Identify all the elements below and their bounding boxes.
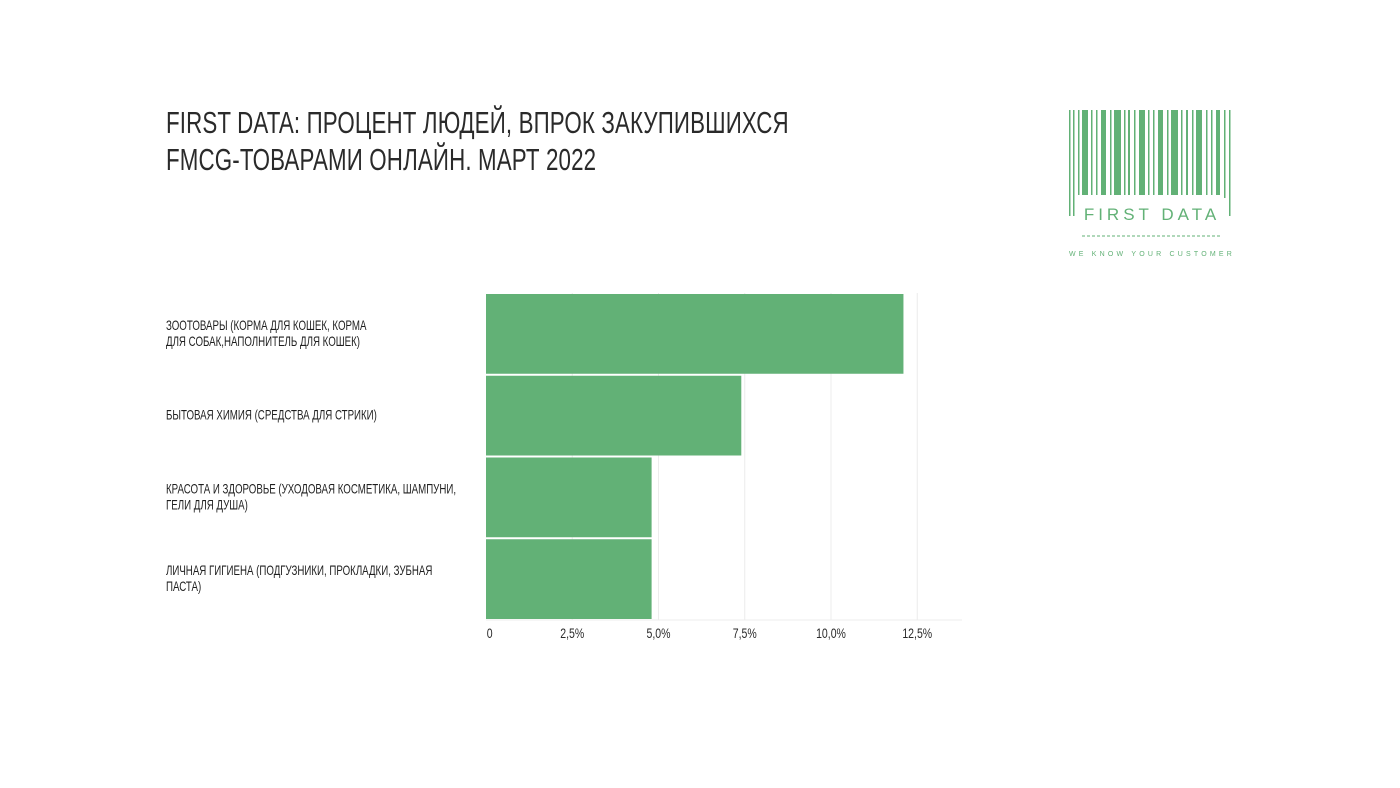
chart-title-line-2: FMCG-ТОВАРАМИ ОНЛАЙН. МАРТ 2022 <box>166 142 597 177</box>
category-label: БЫТОВАЯ ХИМИЯ (СРЕДСТВА ДЛЯ СТРИКИ) <box>166 408 377 423</box>
x-tick-label: 10,0% <box>816 626 846 642</box>
category-label: ЗООТОВАРЫ (КОРМА ДЛЯ КОШЕК, КОРМА <box>166 318 367 333</box>
category-label: ГЕЛИ ДЛЯ ДУША) <box>166 498 248 513</box>
bar <box>486 375 742 456</box>
bar <box>486 294 904 374</box>
logo-tagline: WE KNOW YOUR CUSTOMER <box>1069 251 1235 258</box>
x-tick-label: 0 <box>487 626 493 642</box>
category-label: КРАСОТА И ЗДОРОВЬЕ (УХОДОВАЯ КОСМЕТИКА, … <box>166 482 456 497</box>
category-label: ЛИЧНАЯ ГИГИЕНА (ПОДГУЗНИКИ, ПРОКЛАДКИ, З… <box>166 564 432 579</box>
x-tick-label: 12,5% <box>902 626 932 642</box>
chart-title: FIRST DATA: ПРОЦЕНТ ЛЮДЕЙ, ВПРОК ЗАКУПИВ… <box>166 104 789 178</box>
chart-title-line-1: FIRST DATA: ПРОЦЕНТ ЛЮДЕЙ, ВПРОК ЗАКУПИВ… <box>166 105 789 140</box>
x-tick-label: 2,5% <box>560 626 584 642</box>
bar <box>486 539 652 619</box>
barcode-icon <box>1069 110 1231 216</box>
logo-wordmark: FIRST DATA <box>1084 205 1220 224</box>
category-label: ДЛЯ СОБАК,НАПОЛНИТЕЛЬ ДЛЯ КОШЕК) <box>166 334 360 349</box>
first-data-logo: FIRST DATA WE KNOW YOUR CUSTOMER <box>1069 110 1235 258</box>
category-label: ПАСТА) <box>166 580 201 595</box>
bar <box>486 457 652 538</box>
x-tick-label: 7,5% <box>733 626 757 642</box>
x-tick-label: 5,0% <box>647 626 671 642</box>
